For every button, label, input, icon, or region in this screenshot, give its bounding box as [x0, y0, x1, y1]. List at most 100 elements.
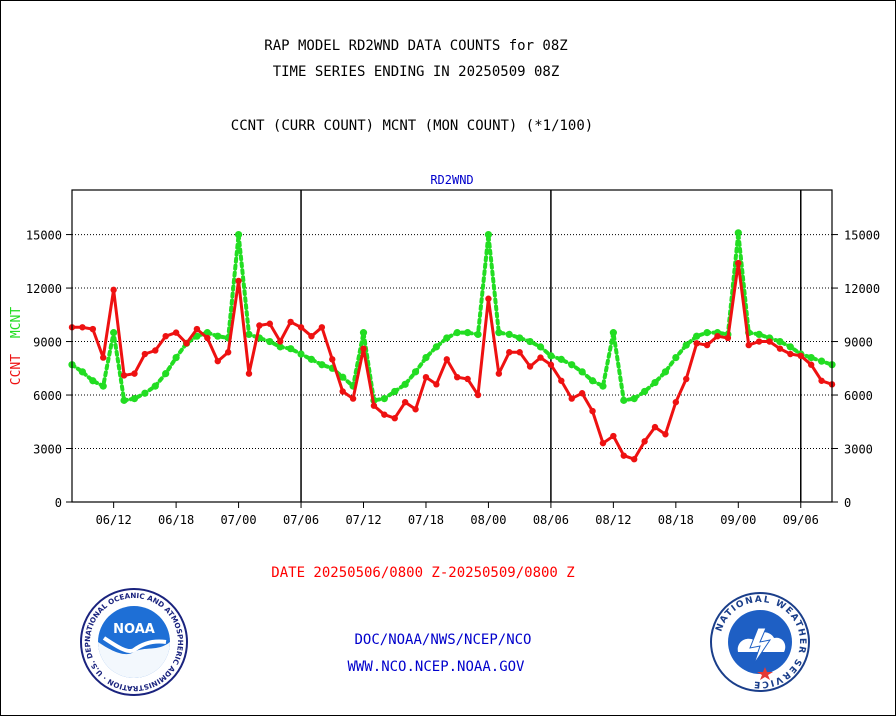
ccnt-line — [72, 261, 833, 461]
ccnt-point — [735, 259, 742, 267]
mcnt-point — [318, 361, 326, 369]
ccnt-point — [308, 332, 315, 340]
ccnt-point — [349, 395, 357, 402]
ccnt-point — [547, 361, 555, 368]
mcnt-point — [641, 387, 649, 396]
ccnt-point — [79, 324, 86, 331]
ccnt-point — [589, 407, 596, 415]
y-tick-label-left: 15000 — [26, 229, 62, 243]
y-tick-label-right: 9000 — [844, 336, 873, 350]
ccnt-point — [568, 395, 575, 402]
y-tick-label-right: 6000 — [844, 389, 873, 403]
mcnt-point — [734, 229, 742, 237]
ccnt-point — [339, 388, 346, 395]
mcnt-point — [151, 382, 159, 390]
mcnt-point — [609, 329, 617, 337]
mcnt-point — [536, 343, 545, 351]
svg-text:CCNT MCNT: CCNT MCNT — [9, 307, 24, 386]
ccnt-point — [297, 324, 305, 331]
mcnt-point — [130, 394, 139, 403]
mcnt-point — [620, 396, 628, 404]
ccnt-point — [807, 361, 815, 368]
x-tick-label: 08/00 — [470, 513, 506, 527]
x-tick-label: 06/12 — [96, 513, 132, 527]
ccnt-point — [724, 334, 732, 342]
mcnt-point — [391, 387, 399, 396]
y-tick-label-right: 3000 — [844, 443, 873, 457]
directory-link[interactable]: DOC/NOAA/NWS/NCEP/NCO — [354, 632, 532, 648]
x-tick-label: 07/18 — [408, 513, 444, 527]
mcnt-point — [516, 334, 524, 342]
x-tick-label: 07/12 — [345, 513, 381, 527]
ccnt-point — [558, 377, 565, 384]
mcnt-point — [588, 377, 597, 385]
mcnt-point — [422, 353, 430, 362]
ccnt-point — [433, 381, 440, 388]
mcnt-point — [297, 350, 305, 358]
mcnt-point — [443, 334, 451, 342]
mcnt-point — [162, 370, 170, 378]
mcnt-point — [776, 337, 784, 346]
mcnt-point — [484, 230, 493, 239]
x-tick-label: 08/06 — [533, 513, 569, 527]
plot-area-border — [71, 189, 833, 503]
mcnt-point — [287, 345, 295, 353]
x-tick-label: 09/00 — [720, 513, 756, 527]
noaa-logo-text: NOAA — [113, 622, 155, 637]
mcnt-point — [411, 368, 420, 376]
ccnt-point — [412, 406, 419, 413]
chart-subtitle: CCNT (CURR COUNT) MCNT (MON COUNT) (*1/1… — [230, 118, 594, 134]
website-link[interactable]: WWW.NCO.NCEP.NOAA.GOV — [347, 659, 525, 675]
ccnt-point — [578, 390, 586, 397]
y-tick-label-left: 3000 — [33, 443, 62, 457]
x-tick-label: 07/00 — [221, 513, 257, 527]
mcnt-point — [651, 378, 659, 387]
y-axis-label-ccnt: CCNT — [9, 354, 24, 385]
x-tick-label: 07/06 — [283, 513, 319, 527]
ccnt-point — [766, 338, 773, 345]
mcnt-point — [703, 329, 711, 337]
mcnt-point — [401, 380, 409, 388]
mcnt-point — [568, 361, 576, 369]
mcnt-point — [630, 394, 638, 403]
x-tick-label: 06/18 — [158, 513, 194, 527]
y-tick-label-right: 15000 — [844, 229, 880, 243]
mcnt-point — [661, 368, 670, 376]
mcnt-point — [78, 368, 87, 376]
y-tick-label-right: 12000 — [844, 282, 880, 296]
ccnt-point — [245, 370, 253, 377]
ccnt-point — [797, 352, 804, 360]
ccnt-point — [620, 452, 627, 459]
ccnt-point — [630, 456, 638, 463]
x-tick-label: 09/06 — [783, 513, 819, 527]
ccnt-point — [162, 332, 169, 340]
mcnt-point — [453, 329, 461, 337]
mcnt-point — [464, 329, 472, 337]
mcnt-point — [755, 330, 763, 339]
ccnt-point — [287, 318, 294, 326]
ccnt-point — [714, 332, 721, 340]
ccnt-point — [443, 356, 450, 363]
mcnt-point — [432, 343, 440, 351]
y-tick-label-right: 0 — [844, 496, 851, 510]
mcnt-point — [495, 329, 503, 337]
ccnt-point — [204, 334, 211, 342]
ccnt-point — [256, 322, 263, 329]
ccnt-point — [422, 374, 430, 381]
mcnt-point — [786, 343, 794, 351]
ccnt-point — [183, 340, 190, 347]
mcnt-point — [266, 337, 274, 346]
ccnt-point — [641, 438, 648, 445]
mcnt-point — [526, 337, 534, 346]
ccnt-point — [683, 375, 690, 383]
ccnt-point — [485, 295, 492, 302]
ccnt-point — [776, 345, 784, 352]
mcnt-point — [682, 341, 690, 349]
grid-lines — [72, 234, 832, 450]
ccnt-point — [537, 354, 544, 361]
mcnt-point — [172, 353, 180, 362]
ccnt-point — [120, 372, 128, 379]
ccnt-point — [266, 320, 274, 327]
ccnt-point — [745, 341, 752, 349]
